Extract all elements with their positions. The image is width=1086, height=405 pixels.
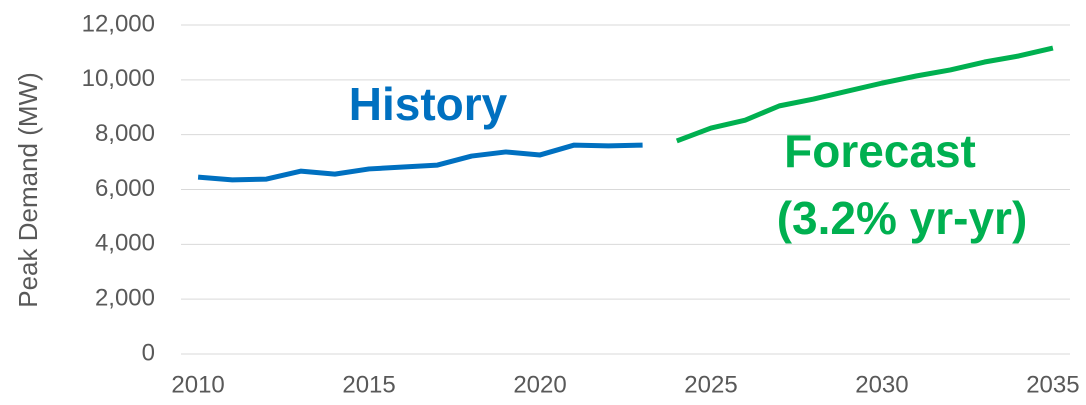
annotation: (3.2% yr-yr) xyxy=(777,192,1028,244)
y-tick-label: 2,000 xyxy=(95,285,155,312)
y-tick-label: 10,000 xyxy=(82,65,155,92)
line-series xyxy=(675,45,1054,144)
y-tick-label: 6,000 xyxy=(95,175,155,202)
y-tick-label: 4,000 xyxy=(95,230,155,257)
history-label: History xyxy=(349,78,508,130)
y-axis-label: Peak Demand (MW) xyxy=(13,72,43,308)
y-tick-label: 0 xyxy=(142,339,155,366)
x-tick-label: 2020 xyxy=(513,371,566,398)
x-tick-label: 2030 xyxy=(855,371,908,398)
x-tick-label: 2025 xyxy=(684,371,737,398)
x-tick-label: 2015 xyxy=(342,371,395,398)
x-tick-label: 2035 xyxy=(1026,371,1079,398)
line-series xyxy=(197,142,643,183)
y-tick-label: 12,000 xyxy=(82,10,155,37)
forecast-label: Forecast xyxy=(784,125,976,177)
x-tick-label: 2010 xyxy=(171,371,224,398)
y-tick-label: 8,000 xyxy=(95,120,155,147)
